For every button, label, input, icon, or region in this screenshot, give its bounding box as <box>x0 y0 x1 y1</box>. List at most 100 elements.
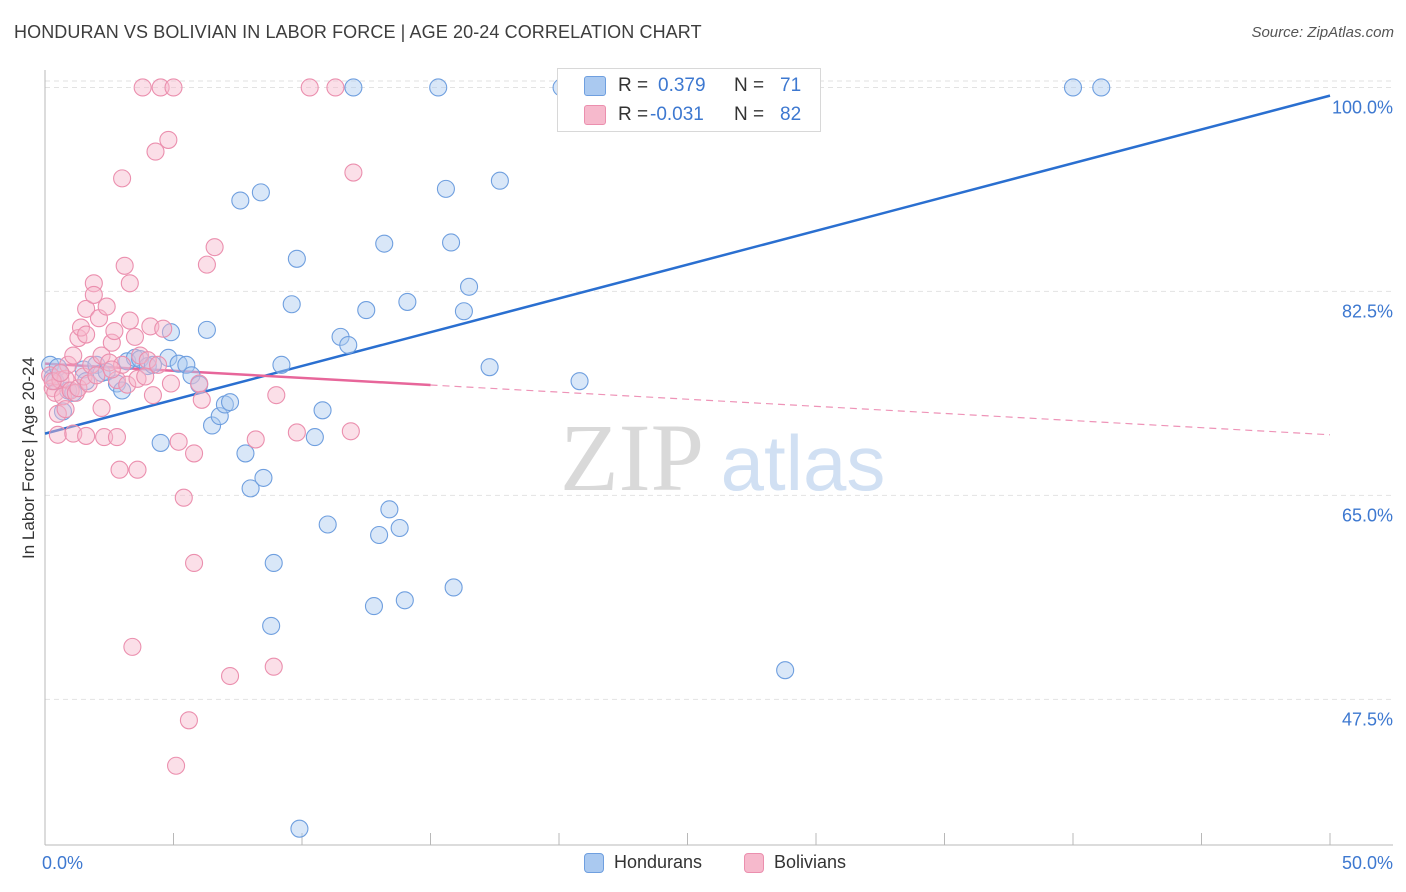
bolivians-point <box>190 374 209 393</box>
hondurans-point <box>251 183 270 202</box>
bolivians-point <box>159 130 178 149</box>
bolivians-point <box>113 355 132 374</box>
hondurans-point <box>375 234 394 253</box>
grid-lines <box>45 80 1393 700</box>
y-tick-label: 82.5% <box>1342 301 1393 321</box>
bolivians-point <box>113 169 132 188</box>
data-points <box>41 78 1111 838</box>
hondurans-point <box>395 591 414 610</box>
hondurans-point <box>436 179 455 198</box>
bolivians-point <box>326 78 345 97</box>
bolivians-point <box>125 327 144 346</box>
bolivians-point <box>185 553 204 573</box>
legend-r-label: R = <box>618 104 649 125</box>
bolivians-point <box>143 386 162 405</box>
legend-r-value: -0.031 <box>650 104 704 125</box>
hondurans-point <box>197 320 216 339</box>
x-tick-label: 0.0% <box>42 853 83 873</box>
legend-r-label: R = <box>618 75 649 96</box>
bolivians-trend-line <box>44 362 431 387</box>
bolivians-point <box>102 360 121 379</box>
series-legend-hondurans[interactable]: Hondurans <box>584 852 702 873</box>
hondurans-point <box>210 407 229 426</box>
bolivians-point <box>77 426 96 445</box>
bolivians-point <box>136 367 155 386</box>
hondurans-point <box>459 277 479 296</box>
hondurans-point <box>1063 78 1083 97</box>
hondurans-point <box>287 249 306 268</box>
bolivians-point <box>246 430 265 449</box>
hondurans-point <box>442 233 461 252</box>
hondurans-point <box>290 819 309 838</box>
hondurans-point <box>339 335 358 355</box>
bolivians-point <box>267 386 286 405</box>
hondurans-point <box>318 515 337 534</box>
hondurans-point <box>236 444 255 463</box>
y-tick-label: 100.0% <box>1332 97 1393 117</box>
hondurans-point <box>159 348 178 367</box>
series-legend-bolivians[interactable]: Bolivians <box>744 852 846 873</box>
hondurans-point <box>264 553 283 573</box>
hondurans-point <box>570 372 589 391</box>
bolivians-point <box>118 375 137 394</box>
hondurans-point <box>254 468 273 487</box>
bolivians-point <box>82 355 101 374</box>
bolivians-point <box>220 666 240 686</box>
legend-n-value: 71 <box>780 75 802 96</box>
bolivians-point <box>149 355 168 374</box>
bolivians-point <box>192 390 211 409</box>
hondurans-trend-line <box>44 94 1331 435</box>
bolivians-point <box>123 637 142 656</box>
y-tick-label: 65.0% <box>1342 505 1393 525</box>
bolivians-label: Bolivians <box>774 852 847 872</box>
chart-title: HONDURAN VS BOLIVIAN IN LABOR FORCE | AG… <box>14 22 702 42</box>
bolivians-point <box>120 274 139 293</box>
hondurans-point <box>370 525 389 545</box>
bolivians-point <box>197 255 216 274</box>
legend-swatch-bolivians <box>584 105 606 125</box>
hondurans-point <box>1092 78 1111 97</box>
axes <box>44 70 1393 846</box>
correlation-legend: R = 0.379 N = 71 R = -0.031 N = 82 <box>557 68 821 132</box>
watermark: ZIP atlas <box>560 404 885 511</box>
bolivians-point <box>169 432 188 451</box>
y-tick-label: 47.5% <box>1342 709 1393 729</box>
hondurans-point <box>313 401 332 420</box>
hondurans-point <box>776 661 795 680</box>
hondurans-point <box>151 433 170 452</box>
bolivians-point <box>146 142 165 161</box>
legend-row-bolivians: R = -0.031 N = 82 <box>558 100 820 130</box>
hondurans-point <box>113 381 132 400</box>
bolivians-point <box>77 325 96 344</box>
legend-n-label: N = <box>734 104 765 125</box>
hondurans-point <box>357 301 376 320</box>
bolivians-point <box>151 78 170 97</box>
bolivians-point <box>48 425 67 444</box>
bolivians-point <box>128 460 147 479</box>
hondurans-point <box>241 479 260 498</box>
bolivians-point <box>167 756 186 775</box>
bolivians-point <box>51 363 70 383</box>
legend-row-hondurans: R = 0.379 N = 71 <box>558 71 820 101</box>
bolivians-point <box>92 398 111 418</box>
hondurans-point <box>220 393 240 412</box>
trend-lines <box>44 94 1331 436</box>
x-tick-label: 50.0% <box>1342 853 1393 873</box>
y-axis-label: In Labor Force | Age 20-24 <box>19 357 38 559</box>
bolivians-point <box>174 488 193 507</box>
bolivians-trend-extension <box>430 384 1331 436</box>
hondurans-point <box>262 616 281 635</box>
hondurans-point <box>398 292 417 311</box>
bolivians-point <box>344 163 363 182</box>
bolivians-point <box>185 444 204 463</box>
hondurans-point <box>344 78 363 97</box>
bolivians-point <box>133 78 152 97</box>
source-credit: Source: ZipAtlas.com <box>1251 24 1394 41</box>
bolivians-point <box>300 78 319 97</box>
hondurans-point <box>390 518 409 538</box>
hondurans-point <box>305 428 324 447</box>
hondurans-point <box>380 500 399 519</box>
axis-labels: 47.5% 65.0% 82.5% 100.0% 0.0% 50.0% <box>42 97 1393 873</box>
hondurans-point <box>490 171 509 190</box>
